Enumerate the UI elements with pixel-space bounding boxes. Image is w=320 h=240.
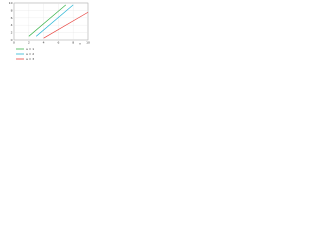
- x-tick-label: 2: [28, 41, 30, 45]
- x-tick-label: 8: [72, 41, 74, 45]
- y-tick-label: 4: [11, 23, 13, 27]
- x-axis-label: x: [79, 42, 81, 46]
- y-tick-label: 10: [9, 1, 13, 5]
- legend-label: a = 1: [26, 47, 34, 51]
- y-tick-label: 8: [11, 8, 13, 12]
- plot-frame: [13, 2, 89, 41]
- series-line: [28, 4, 67, 37]
- x-tick-label: 0: [13, 41, 15, 45]
- y-tick-label: 2: [11, 31, 13, 35]
- legend-label: a = 3: [26, 57, 34, 61]
- y-tick-label: 6: [11, 16, 13, 20]
- x-tick-label: 10: [86, 41, 90, 45]
- legend-label: a = 2: [26, 52, 34, 56]
- x-tick-label: 4: [43, 41, 45, 45]
- series-line: [35, 4, 74, 37]
- y-tick-label: 0: [11, 38, 13, 42]
- page: {"chart_data": {"type": "line", "x_label…: [0, 0, 100, 68]
- x-tick-label: 6: [57, 41, 59, 45]
- series-line: [43, 11, 89, 39]
